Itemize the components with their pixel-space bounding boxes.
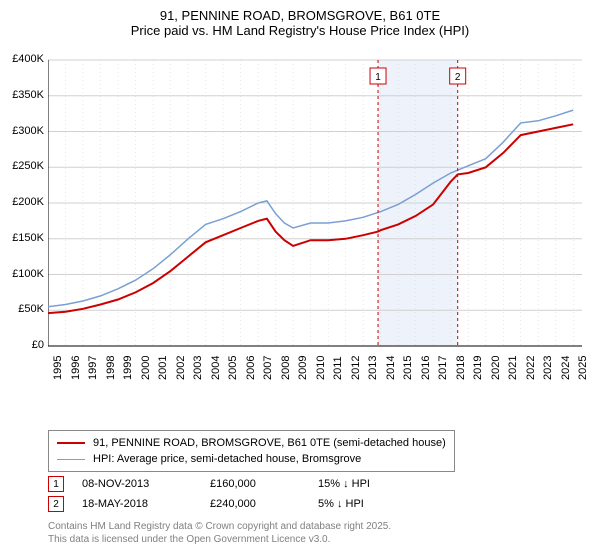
x-tick-label: 1999	[122, 356, 134, 380]
x-tick-label: 1995	[52, 356, 64, 380]
x-tick-label: 2013	[367, 356, 379, 380]
y-tick-label: £400K	[0, 53, 44, 65]
sales-table: 1 08-NOV-2013 £160,000 15% ↓ HPI 2 18-MA…	[48, 474, 418, 514]
y-tick-label: £0	[0, 339, 44, 351]
x-tick-label: 2020	[490, 356, 502, 380]
x-tick-label: 2006	[245, 356, 257, 380]
x-tick-label: 2015	[402, 356, 414, 380]
sale-date-1: 08-NOV-2013	[82, 478, 192, 490]
y-tick-label: £250K	[0, 160, 44, 172]
x-tick-label: 2003	[192, 356, 204, 380]
legend-swatch-hpi	[57, 459, 85, 460]
sale-delta-2: 5% ↓ HPI	[318, 498, 418, 510]
svg-text:2: 2	[455, 72, 461, 83]
title-line-2: Price paid vs. HM Land Registry's House …	[0, 23, 600, 38]
x-tick-label: 2019	[472, 356, 484, 380]
x-tick-label: 2012	[350, 356, 362, 380]
x-tick-label: 2002	[175, 356, 187, 380]
y-tick-label: £50K	[0, 303, 44, 315]
x-tick-label: 2017	[437, 356, 449, 380]
sale-marker-2: 2	[48, 496, 64, 512]
legend: 91, PENNINE ROAD, BROMSGROVE, B61 0TE (s…	[48, 430, 455, 472]
x-tick-label: 2022	[525, 356, 537, 380]
x-tick-label: 2008	[280, 356, 292, 380]
x-tick-label: 2021	[507, 356, 519, 380]
chart-title: 91, PENNINE ROAD, BROMSGROVE, B61 0TE Pr…	[0, 0, 600, 38]
x-tick-label: 2004	[210, 356, 222, 380]
footer-line-2: This data is licensed under the Open Gov…	[48, 533, 391, 546]
x-tick-label: 1996	[70, 356, 82, 380]
x-tick-label: 2023	[542, 356, 554, 380]
x-tick-label: 1998	[105, 356, 117, 380]
legend-label-price-paid: 91, PENNINE ROAD, BROMSGROVE, B61 0TE (s…	[93, 435, 446, 451]
footer-line-1: Contains HM Land Registry data © Crown c…	[48, 520, 391, 533]
svg-text:1: 1	[375, 72, 381, 83]
y-tick-label: £300K	[0, 125, 44, 137]
plot-svg: 12	[48, 56, 588, 386]
x-tick-label: 1997	[87, 356, 99, 380]
x-tick-label: 2011	[332, 356, 344, 380]
sales-row-2: 2 18-MAY-2018 £240,000 5% ↓ HPI	[48, 494, 418, 514]
x-tick-label: 2014	[385, 356, 397, 380]
x-tick-label: 2007	[262, 356, 274, 380]
sales-row-1: 1 08-NOV-2013 £160,000 15% ↓ HPI	[48, 474, 418, 494]
title-line-1: 91, PENNINE ROAD, BROMSGROVE, B61 0TE	[0, 8, 600, 23]
x-tick-label: 2025	[577, 356, 589, 380]
sale-date-2: 18-MAY-2018	[82, 498, 192, 510]
x-tick-label: 2000	[140, 356, 152, 380]
legend-item-price-paid: 91, PENNINE ROAD, BROMSGROVE, B61 0TE (s…	[57, 435, 446, 451]
chart-container: 91, PENNINE ROAD, BROMSGROVE, B61 0TE Pr…	[0, 0, 600, 560]
legend-item-hpi: HPI: Average price, semi-detached house,…	[57, 451, 446, 467]
x-tick-label: 2005	[227, 356, 239, 380]
sale-delta-1: 15% ↓ HPI	[318, 478, 418, 490]
x-tick-label: 2010	[315, 356, 327, 380]
footer: Contains HM Land Registry data © Crown c…	[48, 520, 391, 546]
sale-price-2: £240,000	[210, 498, 300, 510]
x-tick-label: 2001	[157, 356, 169, 380]
y-tick-label: £200K	[0, 196, 44, 208]
sale-marker-1: 1	[48, 476, 64, 492]
x-tick-label: 2018	[455, 356, 467, 380]
sale-price-1: £160,000	[210, 478, 300, 490]
y-tick-label: £350K	[0, 89, 44, 101]
y-tick-label: £150K	[0, 232, 44, 244]
x-tick-label: 2024	[560, 356, 572, 380]
legend-label-hpi: HPI: Average price, semi-detached house,…	[93, 451, 361, 467]
x-tick-label: 2016	[420, 356, 432, 380]
legend-swatch-price-paid	[57, 442, 85, 444]
y-tick-label: £100K	[0, 268, 44, 280]
x-tick-label: 2009	[297, 356, 309, 380]
